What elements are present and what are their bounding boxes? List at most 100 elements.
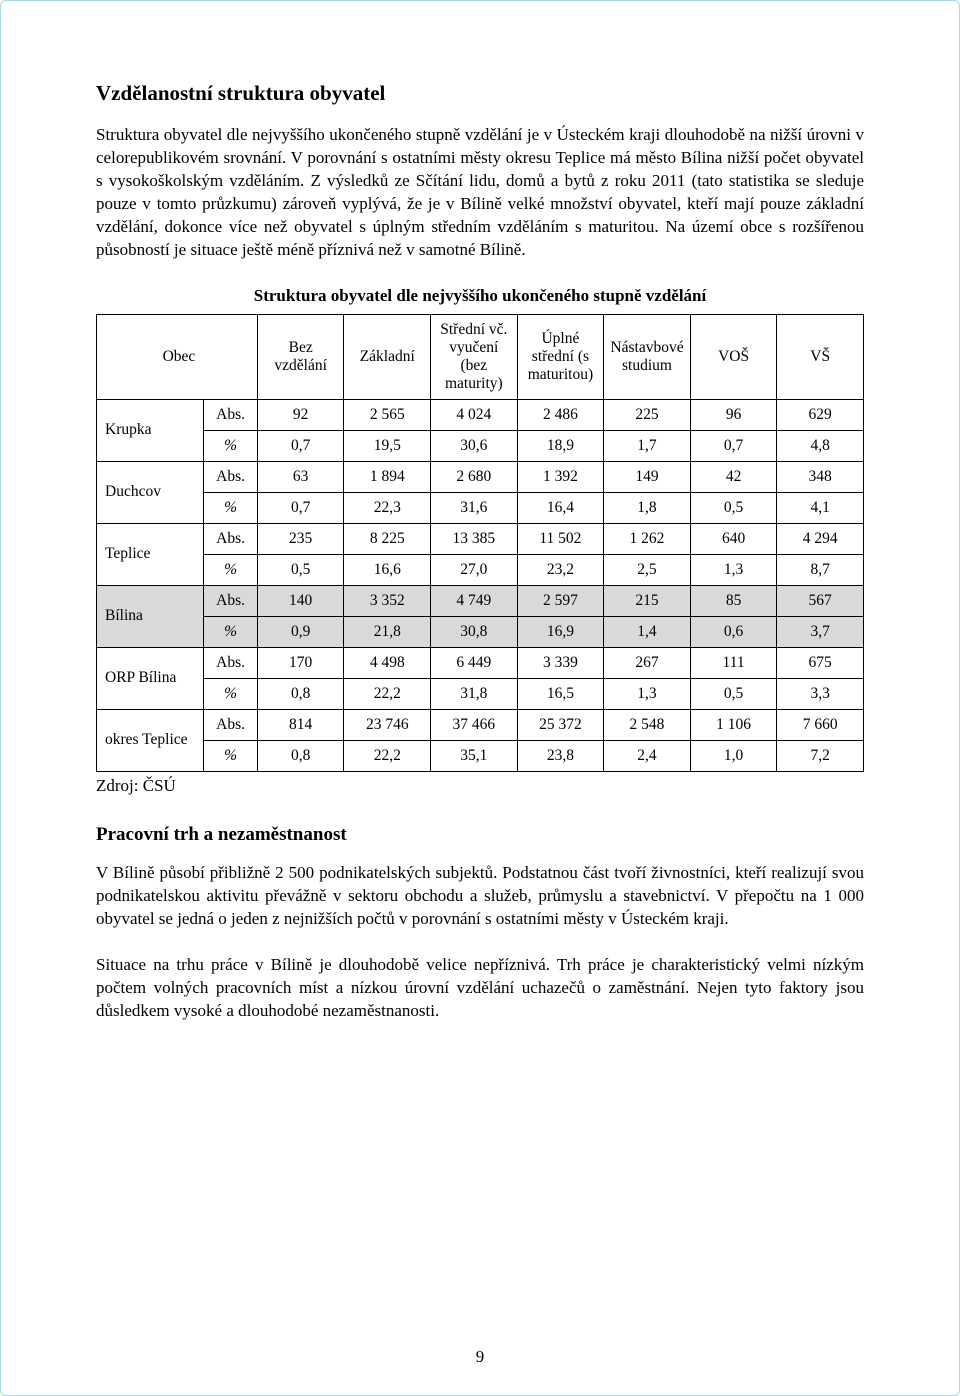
cell-value: 814 xyxy=(257,709,344,740)
cell-value: 4 749 xyxy=(431,585,518,616)
cell-value: 2 597 xyxy=(517,585,604,616)
table-row: %0,719,530,618,91,70,74,8 xyxy=(97,430,864,461)
cell-value: 31,6 xyxy=(431,492,518,523)
cell-value: 4,1 xyxy=(777,492,864,523)
cell-value: 0,7 xyxy=(690,430,777,461)
cell-value: 22,3 xyxy=(344,492,431,523)
cell-value: 31,8 xyxy=(431,678,518,709)
col-stredni-bez: Střední vč. vyučení (bez maturity) xyxy=(431,314,518,399)
cell-unit: Abs. xyxy=(204,461,258,492)
paragraph-labour-2: Situace na trhu práce v Bílině je dlouho… xyxy=(96,954,864,1023)
cell-value: 85 xyxy=(690,585,777,616)
heading-education-structure: Vzdělanostní struktura obyvatel xyxy=(96,81,864,106)
cell-value: 0,7 xyxy=(257,430,344,461)
cell-value: 4 024 xyxy=(431,399,518,430)
cell-value: 8 225 xyxy=(344,523,431,554)
cell-value: 149 xyxy=(604,461,691,492)
col-vos: VOŠ xyxy=(690,314,777,399)
heading-labour-market: Pracovní trh a nezaměstnanost xyxy=(96,824,864,846)
cell-value: 1,3 xyxy=(604,678,691,709)
cell-value: 37 466 xyxy=(431,709,518,740)
cell-value: 25 372 xyxy=(517,709,604,740)
cell-unit: % xyxy=(204,678,258,709)
cell-obec: Duchcov xyxy=(97,461,204,523)
cell-value: 4 294 xyxy=(777,523,864,554)
col-zakladni: Základní xyxy=(344,314,431,399)
cell-value: 267 xyxy=(604,647,691,678)
cell-value: 4,8 xyxy=(777,430,864,461)
cell-value: 170 xyxy=(257,647,344,678)
cell-value: 0,9 xyxy=(257,616,344,647)
table-row: %0,822,231,816,51,30,53,3 xyxy=(97,678,864,709)
cell-value: 7 660 xyxy=(777,709,864,740)
cell-value: 1,7 xyxy=(604,430,691,461)
cell-value: 2,5 xyxy=(604,554,691,585)
cell-value: 4 498 xyxy=(344,647,431,678)
cell-value: 16,4 xyxy=(517,492,604,523)
cell-value: 11 502 xyxy=(517,523,604,554)
cell-value: 235 xyxy=(257,523,344,554)
cell-value: 63 xyxy=(257,461,344,492)
cell-value: 7,2 xyxy=(777,740,864,771)
cell-unit: % xyxy=(204,430,258,461)
table-row: DuchcovAbs.631 8942 6801 39214942348 xyxy=(97,461,864,492)
cell-value: 22,2 xyxy=(344,678,431,709)
cell-unit: Abs. xyxy=(204,709,258,740)
cell-value: 0,8 xyxy=(257,678,344,709)
table-row: TepliceAbs.2358 22513 38511 5021 2626404… xyxy=(97,523,864,554)
cell-value: 16,5 xyxy=(517,678,604,709)
cell-value: 640 xyxy=(690,523,777,554)
cell-value: 16,9 xyxy=(517,616,604,647)
cell-value: 0,5 xyxy=(690,492,777,523)
cell-value: 18,9 xyxy=(517,430,604,461)
table-source: Zdroj: ČSÚ xyxy=(96,776,864,796)
cell-value: 2 680 xyxy=(431,461,518,492)
cell-unit: Abs. xyxy=(204,399,258,430)
cell-obec: okres Teplice xyxy=(97,709,204,771)
page: Vzdělanostní struktura obyvatel Struktur… xyxy=(0,0,960,1396)
cell-value: 22,2 xyxy=(344,740,431,771)
cell-value: 23,8 xyxy=(517,740,604,771)
cell-unit: % xyxy=(204,740,258,771)
cell-value: 225 xyxy=(604,399,691,430)
cell-value: 35,1 xyxy=(431,740,518,771)
paragraph-education: Struktura obyvatel dle nejvyššího ukonče… xyxy=(96,124,864,262)
cell-value: 3 339 xyxy=(517,647,604,678)
cell-value: 1 106 xyxy=(690,709,777,740)
cell-value: 0,8 xyxy=(257,740,344,771)
cell-value: 140 xyxy=(257,585,344,616)
cell-unit: % xyxy=(204,616,258,647)
paragraph-labour-1: V Bílině působí přibližně 2 500 podnikat… xyxy=(96,862,864,931)
cell-value: 2 548 xyxy=(604,709,691,740)
table-header-row: Obec Bez vzdělání Základní Střední vč. v… xyxy=(97,314,864,399)
education-table: Obec Bez vzdělání Základní Střední vč. v… xyxy=(96,314,864,772)
cell-value: 2 486 xyxy=(517,399,604,430)
cell-value: 3 352 xyxy=(344,585,431,616)
cell-value: 629 xyxy=(777,399,864,430)
cell-value: 1,4 xyxy=(604,616,691,647)
cell-value: 1 262 xyxy=(604,523,691,554)
table-row: KrupkaAbs.922 5654 0242 48622596629 xyxy=(97,399,864,430)
col-uplne: Úplné střední (s maturitou) xyxy=(517,314,604,399)
cell-value: 13 385 xyxy=(431,523,518,554)
cell-value: 2,4 xyxy=(604,740,691,771)
cell-value: 215 xyxy=(604,585,691,616)
cell-value: 1 894 xyxy=(344,461,431,492)
cell-value: 567 xyxy=(777,585,864,616)
col-obec: Obec xyxy=(97,314,258,399)
cell-value: 92 xyxy=(257,399,344,430)
col-nastav: Nástavbové studium xyxy=(604,314,691,399)
cell-unit: % xyxy=(204,554,258,585)
table-row: %0,516,627,023,22,51,38,7 xyxy=(97,554,864,585)
table-row: okres TepliceAbs.81423 74637 46625 3722 … xyxy=(97,709,864,740)
col-bez: Bez vzdělání xyxy=(257,314,344,399)
cell-value: 96 xyxy=(690,399,777,430)
cell-unit: Abs. xyxy=(204,585,258,616)
col-vs: VŠ xyxy=(777,314,864,399)
cell-value: 19,5 xyxy=(344,430,431,461)
cell-value: 0,7 xyxy=(257,492,344,523)
cell-value: 23 746 xyxy=(344,709,431,740)
page-number: 9 xyxy=(1,1347,959,1367)
cell-value: 8,7 xyxy=(777,554,864,585)
cell-obec: Krupka xyxy=(97,399,204,461)
